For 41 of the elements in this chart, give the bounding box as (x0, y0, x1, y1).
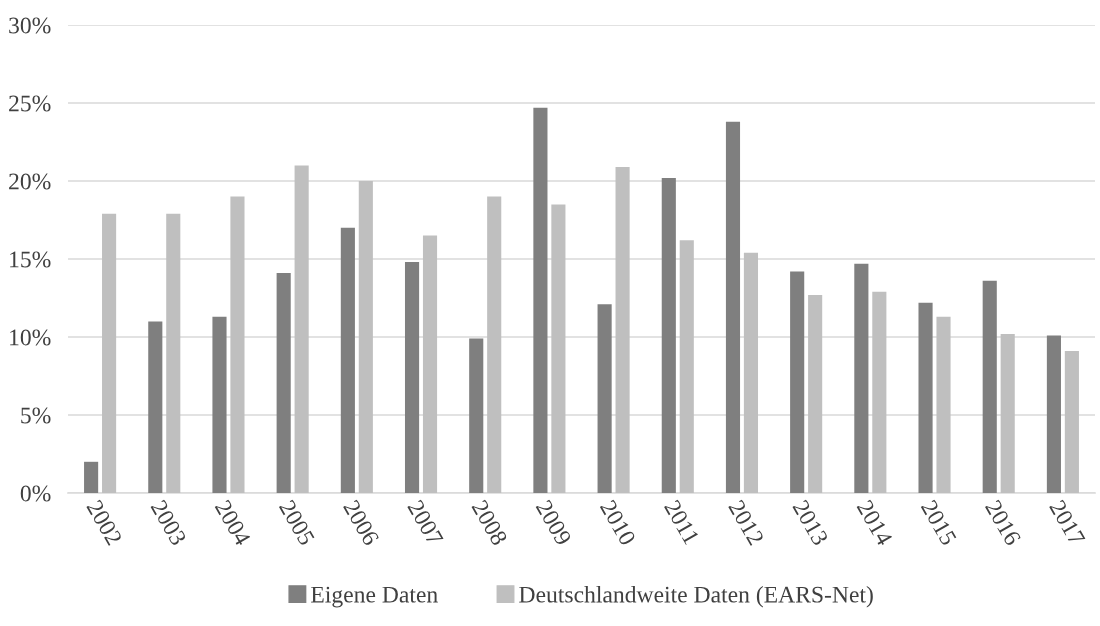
bar (166, 213, 181, 493)
bar (982, 280, 997, 493)
legend-label: Eigene Daten (311, 586, 438, 608)
bar (743, 252, 759, 493)
bar (854, 263, 869, 493)
y-tick-label: 15% (10, 251, 51, 268)
bar (790, 271, 805, 493)
y-tick-label: 5% (21, 407, 51, 424)
bar (469, 338, 484, 493)
bar (725, 121, 741, 493)
bar (597, 304, 612, 493)
bar (615, 166, 630, 493)
bar (661, 177, 676, 493)
bar (404, 262, 420, 493)
bar (872, 291, 887, 493)
bar (1046, 335, 1061, 493)
bar (422, 235, 438, 493)
legend-label: Deutschlandweite Daten (EARS-Net) (519, 585, 873, 608)
bar (1000, 333, 1015, 493)
bar (679, 240, 694, 493)
bar (936, 316, 951, 493)
bar (533, 107, 548, 493)
y-tick-label: 20% (9, 173, 51, 190)
bar (1064, 351, 1079, 493)
bar (808, 294, 823, 493)
y-tick-label: 25% (9, 95, 51, 112)
bar (918, 302, 933, 493)
y-tick-label: 10% (10, 329, 51, 346)
y-tick-label: 0% (20, 485, 51, 502)
bar (102, 213, 117, 493)
bar (84, 461, 99, 493)
bar (276, 273, 291, 493)
y-tick-label: 30% (9, 17, 51, 34)
bar (230, 196, 245, 493)
bar (487, 196, 502, 493)
bar (340, 227, 355, 493)
bar (212, 316, 227, 493)
bar (551, 204, 566, 493)
bar (148, 321, 163, 493)
bar (358, 181, 373, 493)
bar (294, 165, 309, 493)
